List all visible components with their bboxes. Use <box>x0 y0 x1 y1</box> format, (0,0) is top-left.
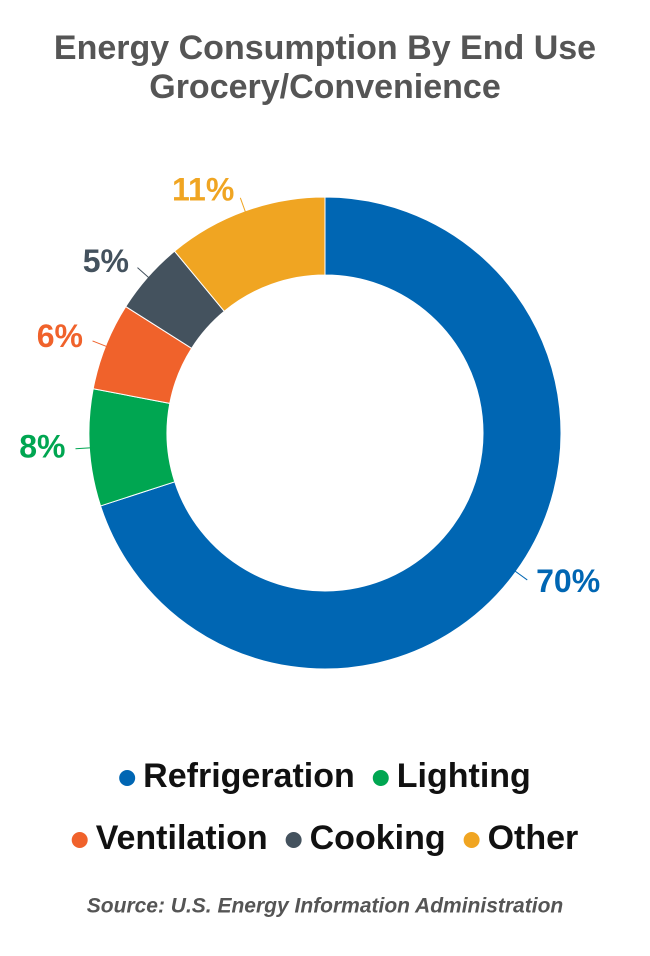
source-note: Source: U.S. Energy Information Administ… <box>87 895 563 918</box>
data-label: 70% <box>536 563 600 599</box>
chart-subtitle: Grocery/Convenience <box>149 68 500 106</box>
legend-marker <box>119 770 136 786</box>
data-label: 5% <box>83 243 129 279</box>
donut-slice <box>99 196 562 670</box>
legend-marker <box>372 770 389 786</box>
data-label: 8% <box>19 429 65 465</box>
legend-row: Ventilation Cooking Other <box>71 819 579 857</box>
donut-slice <box>173 196 326 312</box>
legend-label: Cooking <box>310 819 446 857</box>
legend-row: Refrigeration Lighting <box>119 757 531 795</box>
data-label: 11% <box>172 172 234 208</box>
legend-marker <box>285 832 302 848</box>
legend-marker <box>71 832 88 848</box>
legend-label: Other <box>488 819 579 857</box>
leader-line <box>512 568 528 581</box>
leader-line <box>92 340 110 349</box>
legend-label: Refrigeration <box>143 757 355 795</box>
legend-label: Lighting <box>397 757 531 795</box>
data-label: 6% <box>37 318 83 354</box>
legend-marker <box>463 832 480 848</box>
leader-line <box>75 447 94 450</box>
leader-line <box>137 267 152 280</box>
chart-title: Energy Consumption By End Use <box>54 29 596 67</box>
legend-label: Ventilation <box>96 819 268 857</box>
leader-line <box>239 197 247 215</box>
